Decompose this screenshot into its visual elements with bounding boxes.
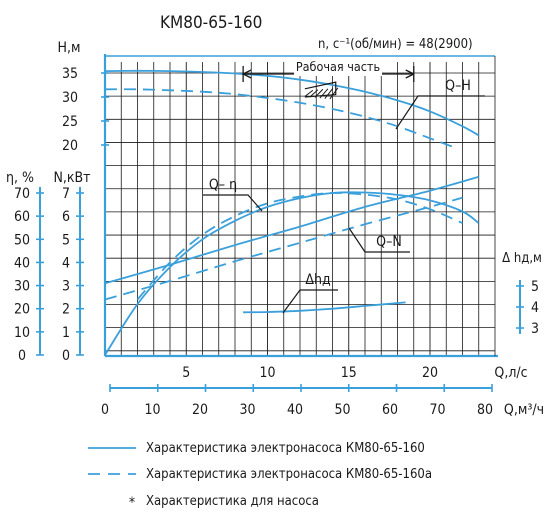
hatch-line xyxy=(304,89,314,97)
q-m3h-tick-label: 50 xyxy=(334,402,350,418)
efficiency-tick-label: 10 xyxy=(14,325,30,341)
curve-h-160 xyxy=(243,301,406,314)
head-axis-label: H,м xyxy=(58,40,81,56)
chart-title: KM80-65-160 xyxy=(160,13,262,33)
annotations: Рабочая часть Q–H Q– η Q–N Δhд xyxy=(203,59,485,314)
curve-qn-160a xyxy=(104,196,463,301)
efficiency-tick-label: 30 xyxy=(14,279,30,295)
hatch-line xyxy=(309,89,319,98)
head-tick-label: 20 xyxy=(62,138,78,154)
power-tick-label: 2 xyxy=(62,302,70,318)
legend: Характеристика электронасоса КМ80-65-160… xyxy=(88,441,432,511)
q-axis-label: Q,л/с xyxy=(494,365,527,381)
efficiency-tick-label: 60 xyxy=(14,209,30,225)
legend-swatch-asterisk: * xyxy=(129,495,135,511)
q-m3h-tick-label: 0 xyxy=(101,402,109,418)
qeta-curve-label: Q– η xyxy=(209,177,237,193)
hatch-line xyxy=(329,87,339,100)
head-tick-label: 35 xyxy=(62,66,78,82)
power-tick-label: 7 xyxy=(62,186,70,202)
curve-q-160a xyxy=(136,192,463,301)
q-m3h-tick-label: 60 xyxy=(382,402,398,418)
hatched-zone-outline xyxy=(304,81,337,98)
qh-label-leader xyxy=(395,95,485,130)
q-m3h-tick-label: 30 xyxy=(239,402,255,418)
npsh-label-leader xyxy=(282,289,338,314)
q-tick-label: 20 xyxy=(422,365,438,381)
power-tick-label: 5 xyxy=(62,232,70,248)
hatch-line xyxy=(324,87,334,99)
power-tick-label: 6 xyxy=(62,209,70,225)
power-tick-label: 1 xyxy=(62,325,70,341)
q-m3h-tick-label: 20 xyxy=(192,402,208,418)
legend-entry-label: Характеристика электронасоса КМ80-65-160… xyxy=(146,467,432,482)
efficiency-tick-label: 70 xyxy=(14,186,30,202)
curve-qh-160a xyxy=(104,88,455,149)
q-tick-label: 15 xyxy=(341,365,357,381)
efficiency-tick-label: 20 xyxy=(14,302,30,318)
q-m3h-tick-label: 70 xyxy=(429,402,445,418)
q-m3h-axis-label: Q,м³/ч xyxy=(504,402,544,418)
npsh-tick-label: 5 xyxy=(531,279,539,295)
legend-entry-label: Характеристика электронасоса КМ80-65-160 xyxy=(146,441,425,456)
q-m3h-tick-label: 10 xyxy=(144,402,160,418)
q-tick-label: 10 xyxy=(259,365,275,381)
head-tick-label: 25 xyxy=(62,114,78,130)
efficiency-axis-label: η, % xyxy=(6,170,34,186)
efficiency-tick-label: 40 xyxy=(14,255,30,271)
npsh-axis-label: Δ hд,м xyxy=(502,251,542,266)
npsh-tick-label: 4 xyxy=(531,300,539,316)
curve-qn-160 xyxy=(104,175,480,285)
power-tick-label: 3 xyxy=(62,279,70,295)
qh-curve-label: Q–H xyxy=(445,78,471,94)
hatch-line xyxy=(314,88,324,98)
hatch-line xyxy=(319,88,329,99)
working-part-label: Рабочая часть xyxy=(296,59,380,74)
efficiency-tick-label: 0 xyxy=(18,348,26,364)
curve-q-160 xyxy=(104,191,480,356)
power-axis-label: N,кВт xyxy=(53,170,90,186)
curves xyxy=(104,69,480,356)
npsh-tick-label: 3 xyxy=(531,321,539,337)
q-tick-label: 5 xyxy=(182,365,190,381)
speed-label: n, c⁻¹(об/мин) = 48(2900) xyxy=(318,37,473,52)
curve-qh-160 xyxy=(104,69,480,137)
power-tick-label: 4 xyxy=(62,255,70,271)
legend-entry-label: Характеристика для насоса xyxy=(146,494,319,509)
qn-curve-label: Q–N xyxy=(376,234,402,250)
working-part-arrow-right xyxy=(405,69,415,79)
qeta-label-leader xyxy=(203,194,263,212)
head-tick-label: 30 xyxy=(62,90,78,106)
efficiency-tick-label: 50 xyxy=(14,232,30,248)
q-m3h-tick-label: 40 xyxy=(287,402,303,418)
q-m3h-tick-label: 80 xyxy=(477,402,493,418)
qn-label-leader xyxy=(348,227,410,253)
working-part-label-bg xyxy=(294,60,382,76)
chart-axes xyxy=(36,54,524,392)
npsh-curve-label: Δhд xyxy=(305,272,331,288)
power-tick-label: 0 xyxy=(62,348,70,364)
